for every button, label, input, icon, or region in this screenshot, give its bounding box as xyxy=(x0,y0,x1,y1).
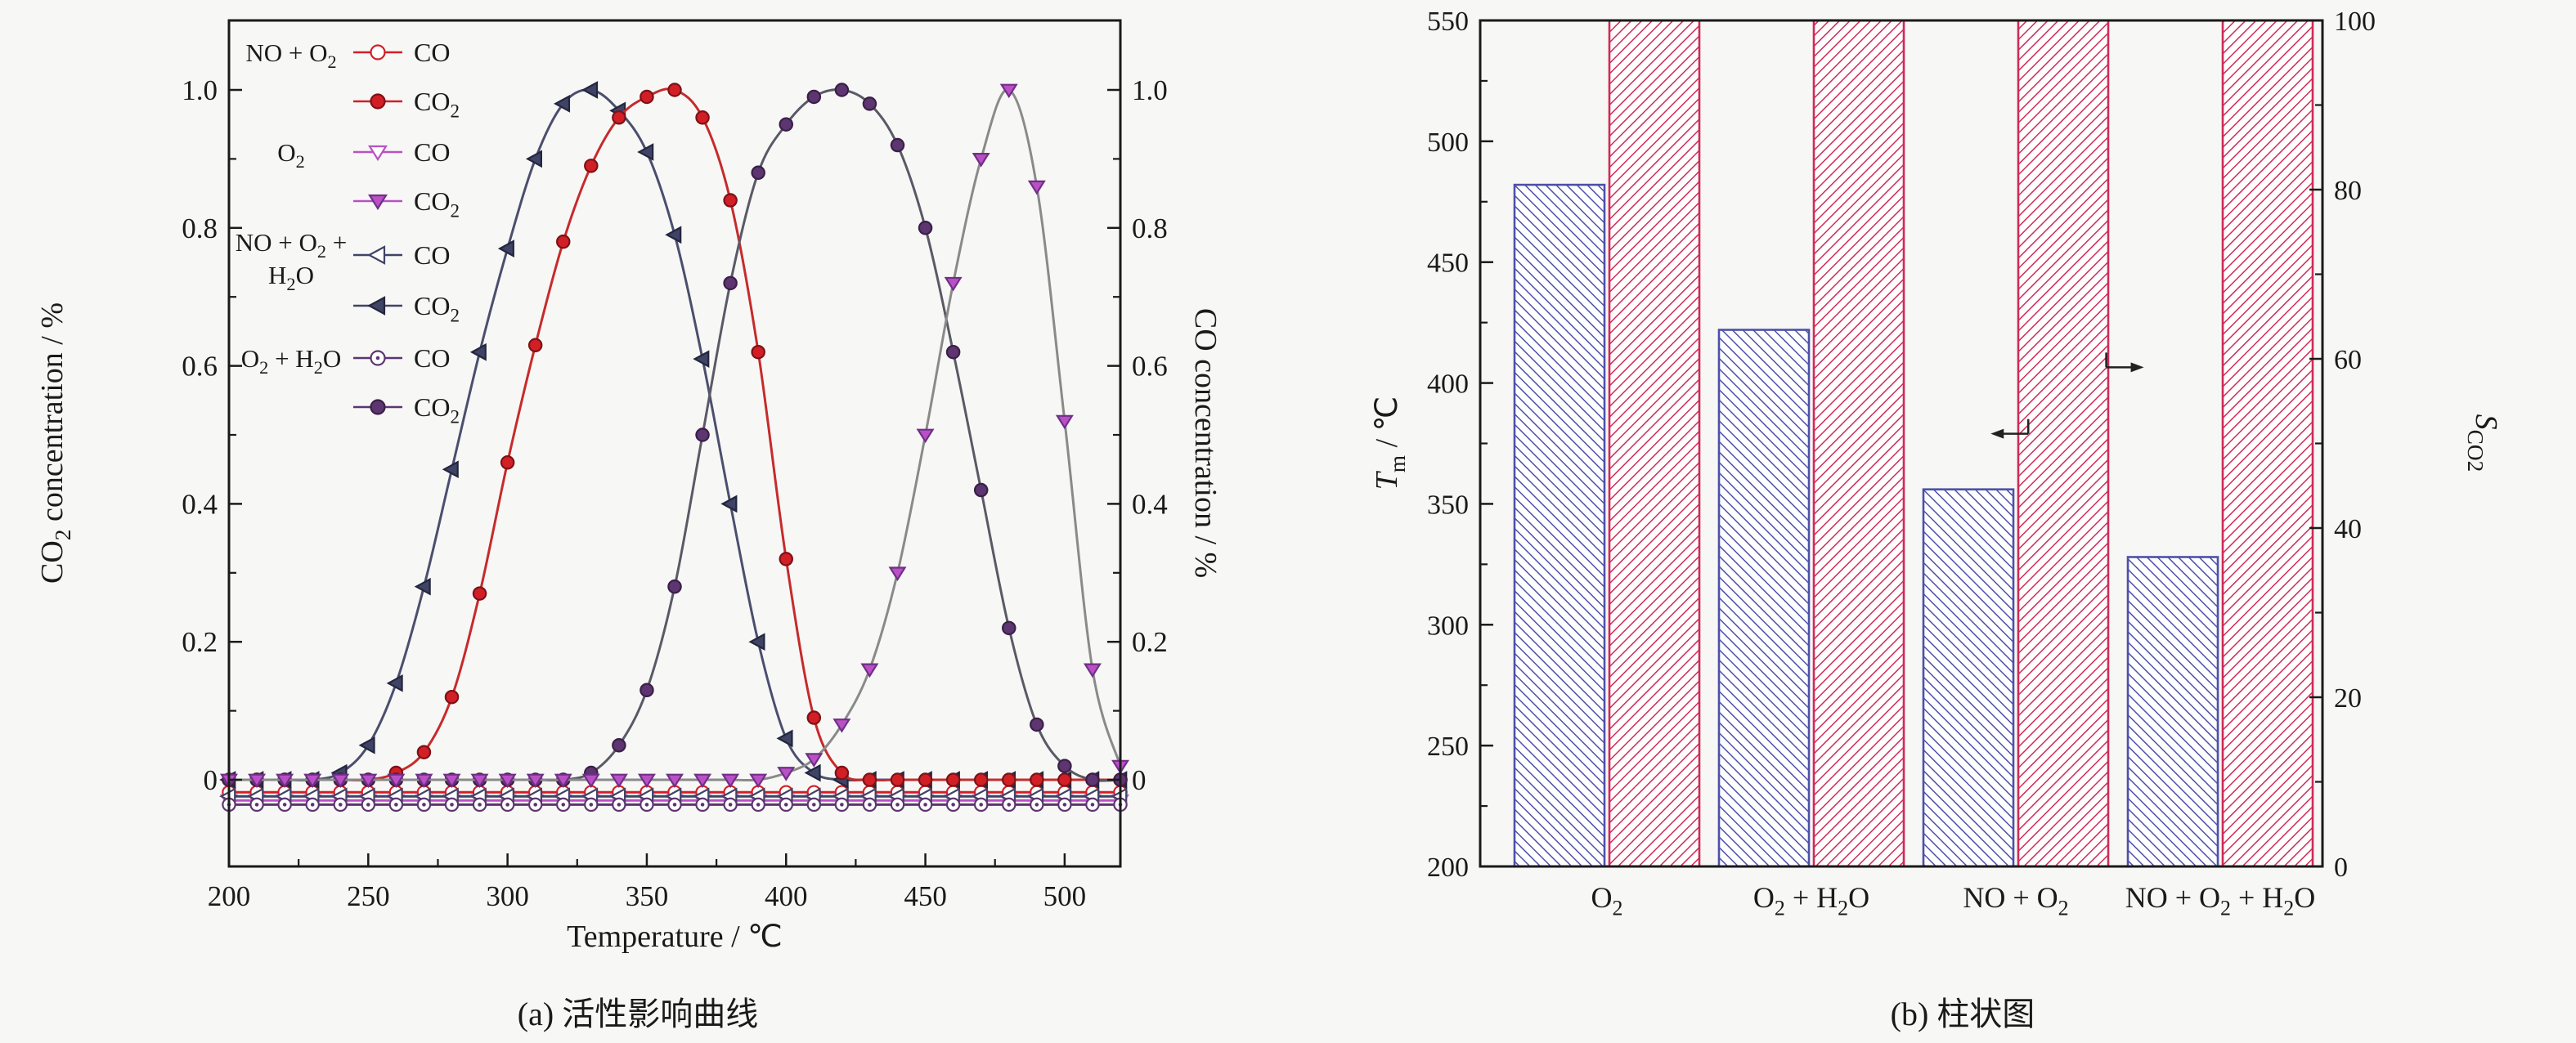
bar-tm-1 xyxy=(1717,329,1811,868)
y-axis-title-right: SCO2 xyxy=(2463,414,2503,472)
series-NO + O₂-CO₂ xyxy=(222,83,1128,787)
bar-sco2-0 xyxy=(1608,19,1701,868)
y-right-tick-label: 0 xyxy=(1132,764,1147,796)
left-tick-label: 350 xyxy=(1427,490,1469,520)
left-tick-label: 300 xyxy=(1427,611,1469,641)
activity-curves-panel: 200 250 300 350 400 450 500 0 0 0.2 0.2 0.4 0.4 0.6 0.… xyxy=(0,0,1276,1043)
series-O₂ + H₂O-CO₂ xyxy=(222,83,1128,787)
x-tick-label: 450 xyxy=(904,880,947,912)
right-tick-label: 40 xyxy=(2334,514,2362,544)
x-axis-title: Temperature / ℃ xyxy=(567,920,783,954)
right-tick-label: 20 xyxy=(2334,683,2362,714)
y-left-tick-label: 0.2 xyxy=(182,626,218,658)
activity-curves-chart: 200 250 300 350 400 450 500 0 0 0.2 0.2 0.4 0.4 0.6 0.… xyxy=(35,19,1223,954)
axes-a: 200 250 300 350 400 450 500 0 0 0.2 0.2 0.4 0.4 0.6 0.… xyxy=(182,74,1168,912)
x-tick-label: 200 xyxy=(208,880,251,912)
bar-sco2-1 xyxy=(1812,19,1905,868)
left-tick-label: 200 xyxy=(1427,853,1469,883)
y-axis-title-right: CO concentration / % xyxy=(1188,308,1223,578)
y-left-tick-label: 0.6 xyxy=(182,351,218,383)
right-tick-label: 0 xyxy=(2334,853,2348,883)
bar-sco2-2 xyxy=(2017,19,2110,868)
bar-chart: 200 250 300 350 400 450 500 550 0 20 40 60 80 100 O2 O2… xyxy=(1370,7,2503,920)
y-right-tick-label: 0.6 xyxy=(1132,351,1168,383)
legend-group-label: O2 + H2O xyxy=(241,344,341,378)
bar-tm-2 xyxy=(1922,488,2015,868)
y-axis-title-left: CO2 concentration / % xyxy=(35,302,75,584)
caption-b: (b) 柱状图 xyxy=(1890,996,2035,1032)
series-NO + O₂ + H₂O-CO₂ xyxy=(219,81,1128,789)
legend-entry-label: CO xyxy=(414,38,450,67)
caption-a: (a) 活性影响曲线 xyxy=(517,996,759,1032)
x-tick-label: 300 xyxy=(486,880,529,912)
right-tick-label: 100 xyxy=(2334,7,2376,37)
axes-b: 200 250 300 350 400 450 500 550 0 20 40 60 80 100 O2 O2… xyxy=(1427,7,2376,920)
bars-layer xyxy=(1513,19,2314,868)
y-right-tick-label: 0.2 xyxy=(1132,626,1168,658)
bar-tm-3 xyxy=(2126,556,2219,868)
right-arrow-icon xyxy=(2130,362,2144,373)
y-right-tick-label: 0.8 xyxy=(1132,213,1168,244)
category-label: O2 xyxy=(1591,881,1623,920)
legend-entry-label: CO2 xyxy=(414,392,460,427)
legend-entry-label: CO xyxy=(414,343,450,373)
legend-group-label: H2O xyxy=(268,261,314,294)
left-tick-label: 400 xyxy=(1427,369,1469,400)
plot-border-a xyxy=(227,19,1122,868)
legend-group-label: O2 xyxy=(277,138,305,172)
legend-group-label: NO + O2 xyxy=(245,38,336,72)
right-tick-label: 80 xyxy=(2334,176,2362,206)
bar-chart-panel: 200 250 300 350 400 450 500 550 0 20 40 60 80 100 O2 O2… xyxy=(1349,0,2576,1043)
left-tick-label: 500 xyxy=(1427,128,1469,158)
x-tick-label: 500 xyxy=(1043,880,1087,912)
y-axis-title-left: Tm / ℃ xyxy=(1370,396,1410,490)
category-label: NO + O2 xyxy=(1963,881,2068,920)
category-label: NO + O2 + H2O xyxy=(2125,881,2316,920)
y-left-tick-label: 0 xyxy=(204,764,218,796)
legend-entry-label: CO xyxy=(414,240,450,270)
x-tick-label: 400 xyxy=(765,880,808,912)
series-O₂-CO₂ xyxy=(220,83,1129,789)
legend-entry-label: CO2 xyxy=(414,291,460,325)
category-label: O2 + H2O xyxy=(1753,881,1869,920)
bar-tm-0 xyxy=(1513,183,1606,868)
x-tick-label: 350 xyxy=(626,880,669,912)
legend-entry-label: CO2 xyxy=(414,186,460,221)
legend: NO + O2 CO CO2 O2 CO CO2 NO + O2 +H2O CO CO2 O2 +… xyxy=(236,38,460,427)
left-tick-label: 550 xyxy=(1427,7,1469,37)
legend-entry-label: CO xyxy=(414,137,450,167)
series-O₂ + H₂O-CO xyxy=(222,797,1128,812)
series-layer xyxy=(219,81,1129,812)
legend-group-label: NO + O2 + xyxy=(236,228,348,262)
x-tick-label: 250 xyxy=(347,880,390,912)
y-right-tick-label: 1.0 xyxy=(1132,74,1168,106)
left-tick-label: 250 xyxy=(1427,732,1469,762)
legend-entry-label: CO2 xyxy=(414,87,460,121)
y-left-tick-label: 0.4 xyxy=(182,488,218,520)
left-tick-label: 450 xyxy=(1427,248,1469,279)
y-left-tick-label: 1.0 xyxy=(182,74,218,106)
left-arrow-icon xyxy=(1990,428,2004,439)
right-tick-label: 60 xyxy=(2334,345,2362,375)
y-right-tick-label: 0.4 xyxy=(1132,488,1168,520)
bar-sco2-3 xyxy=(2221,19,2314,868)
y-left-tick-label: 0.8 xyxy=(182,213,218,244)
annotations xyxy=(1990,352,2144,439)
